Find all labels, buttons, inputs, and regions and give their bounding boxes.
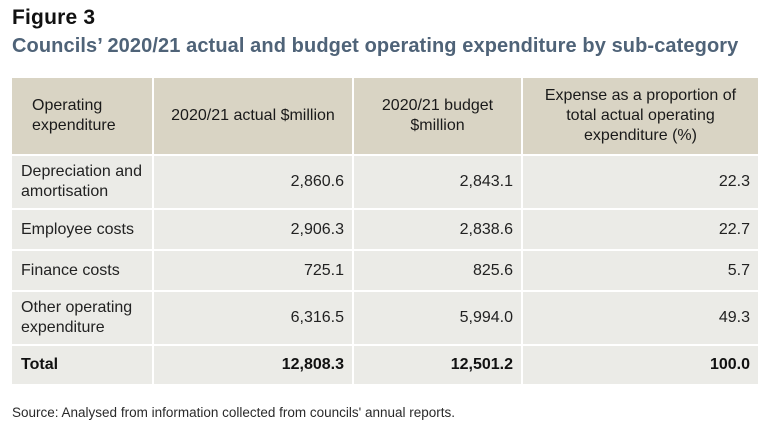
row-budget: 2,843.1 xyxy=(354,156,523,210)
table-body: Depreciation and amortisation 2,860.6 2,… xyxy=(12,156,758,386)
row-label: Finance costs xyxy=(12,251,154,292)
table-row: Depreciation and amortisation 2,860.6 2,… xyxy=(12,156,758,210)
table-header: Operating expenditure 2020/21 actual $mi… xyxy=(12,78,758,156)
header-proportion: Expense as a proportion of total actual … xyxy=(523,78,758,156)
row-proportion: 22.3 xyxy=(523,156,758,210)
table-row: Finance costs 725.1 825.6 5.7 xyxy=(12,251,758,292)
row-label: Other operating expenditure xyxy=(12,292,154,346)
row-actual: 2,906.3 xyxy=(154,210,354,251)
header-row: Operating expenditure 2020/21 actual $mi… xyxy=(12,78,758,156)
figure-title: Councils’ 2020/21 actual and budget oper… xyxy=(12,35,739,57)
total-row: Total 12,808.3 12,501.2 100.0 xyxy=(12,346,758,386)
row-budget: 2,838.6 xyxy=(354,210,523,251)
table-row: Other operating expenditure 6,316.5 5,99… xyxy=(12,292,758,346)
total-proportion: 100.0 xyxy=(523,346,758,386)
row-proportion: 49.3 xyxy=(523,292,758,346)
total-budget: 12,501.2 xyxy=(354,346,523,386)
row-budget: 5,994.0 xyxy=(354,292,523,346)
expenditure-table: Operating expenditure 2020/21 actual $mi… xyxy=(12,78,758,386)
row-actual: 2,860.6 xyxy=(154,156,354,210)
header-budget: 2020/21 budget $million xyxy=(354,78,523,156)
row-label: Employee costs xyxy=(12,210,154,251)
row-proportion: 22.7 xyxy=(523,210,758,251)
header-operating-expenditure: Operating expenditure xyxy=(12,78,154,156)
row-proportion: 5.7 xyxy=(523,251,758,292)
row-label: Depreciation and amortisation xyxy=(12,156,154,210)
source-note: Source: Analysed from information collec… xyxy=(12,405,456,420)
total-label: Total xyxy=(12,346,154,386)
header-actual: 2020/21 actual $million xyxy=(154,78,354,156)
row-actual: 6,316.5 xyxy=(154,292,354,346)
total-actual: 12,808.3 xyxy=(154,346,354,386)
row-budget: 825.6 xyxy=(354,251,523,292)
figure-label: Figure 3 xyxy=(12,6,96,29)
table-row: Employee costs 2,906.3 2,838.6 22.7 xyxy=(12,210,758,251)
row-actual: 725.1 xyxy=(154,251,354,292)
